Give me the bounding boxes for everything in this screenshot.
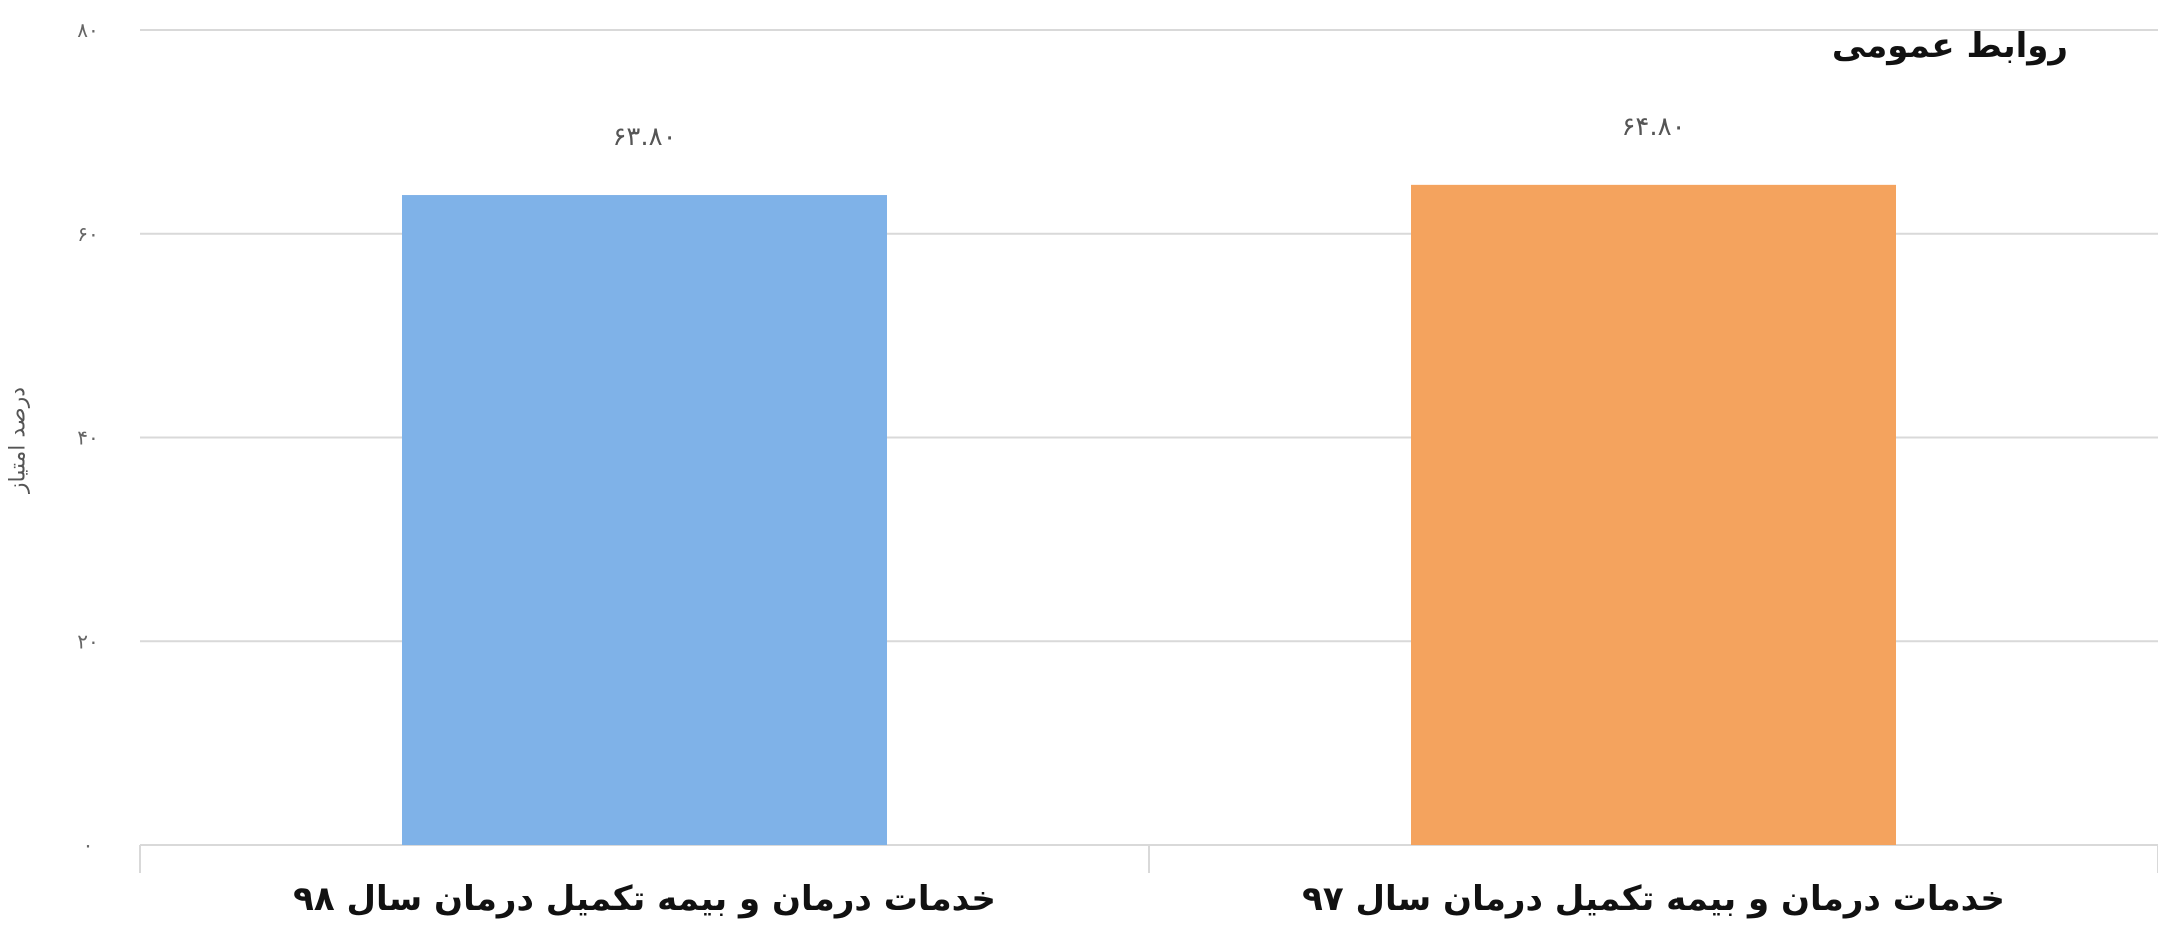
data-label: ۶۳.۸۰ xyxy=(612,122,676,152)
y-tick-label: ۰ xyxy=(83,833,94,857)
y-tick-label: ۸۰ xyxy=(77,18,98,42)
data-label: ۶۴.۸۰ xyxy=(1621,112,1685,142)
source-label: روابط عمومی xyxy=(1831,26,2068,66)
x-tick-label: خدمات درمان و بیمه تکمیل درمان سال ۹۷ xyxy=(1302,879,2005,919)
y-tick-label: ۶۰ xyxy=(77,222,98,246)
x-tick-label: خدمات درمان و بیمه تکمیل درمان سال ۹۸ xyxy=(293,879,996,919)
y-axis-label: درصد امتیاز xyxy=(5,386,31,494)
y-tick-label: ۴۰ xyxy=(77,426,98,450)
bar xyxy=(402,195,887,846)
bar xyxy=(1411,184,1896,846)
y-tick-label: ۲۰ xyxy=(77,629,98,653)
